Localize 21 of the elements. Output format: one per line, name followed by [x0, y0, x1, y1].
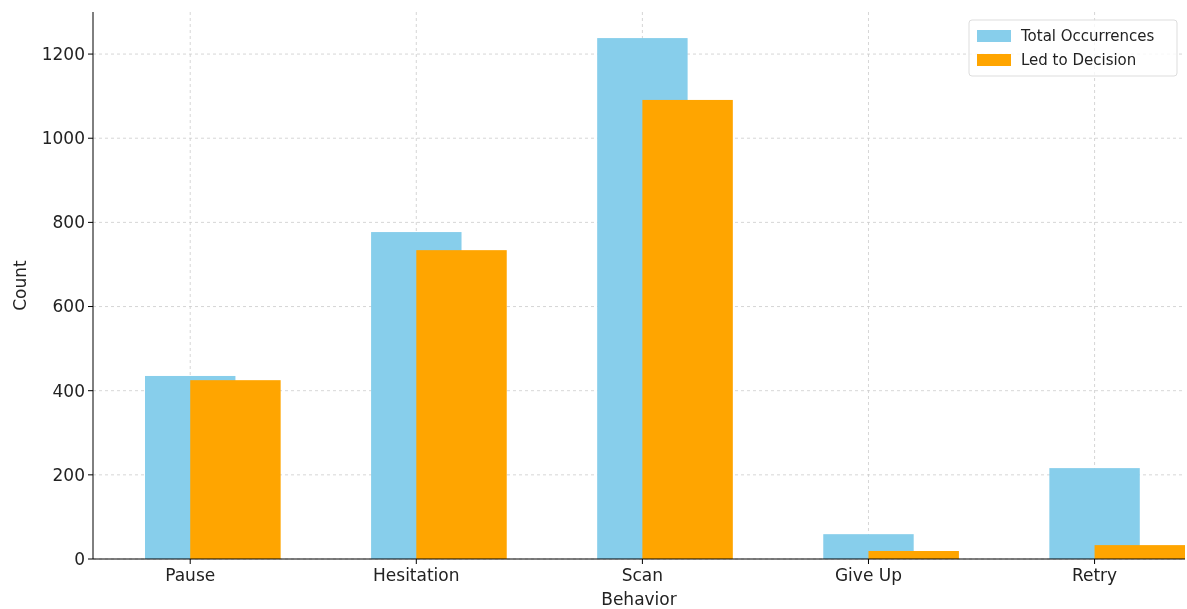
- x-tick-label: Pause: [165, 565, 216, 585]
- bar: [1094, 545, 1185, 559]
- y-tick-label: 400: [52, 380, 85, 401]
- y-tick-label: 800: [52, 212, 85, 233]
- legend-label: Total Occurrences: [1020, 27, 1155, 46]
- x-axis-title: Behavior: [601, 589, 677, 609]
- bar: [642, 99, 733, 559]
- y-tick-label: 0: [74, 548, 85, 569]
- legend-label: Led to Decision: [1021, 51, 1137, 70]
- x-tick-label: Scan: [621, 565, 664, 585]
- x-tick-label: Give Up: [834, 565, 903, 585]
- x-tick-label: Retry: [1071, 565, 1118, 585]
- x-tick-label: Hesitation: [373, 565, 460, 585]
- bar: [1049, 468, 1140, 559]
- y-axis-title: Count: [10, 259, 30, 311]
- bar: [416, 250, 507, 559]
- y-tick-label: 600: [52, 296, 85, 317]
- bar: [190, 380, 281, 559]
- y-tick-label: 200: [52, 464, 85, 485]
- y-tick-label: 1200: [41, 44, 85, 65]
- y-tick-label: 1000: [41, 128, 85, 149]
